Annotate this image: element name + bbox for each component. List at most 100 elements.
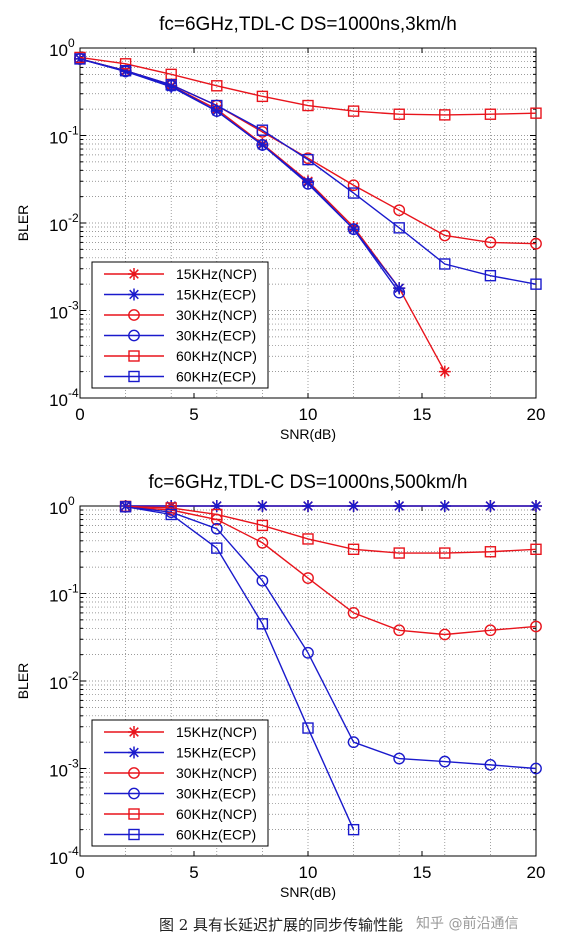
legend-label: 30KHz(NCP) — [176, 765, 257, 781]
data-point — [393, 222, 405, 234]
data-point — [128, 828, 140, 841]
data-point — [128, 726, 140, 738]
data-point — [484, 758, 497, 771]
legend-item: 15KHz(NCP) — [104, 266, 257, 282]
legend-item: 30KHz(ECP) — [104, 328, 256, 344]
data-point — [128, 746, 140, 759]
data-point — [128, 268, 140, 280]
data-point — [530, 237, 542, 250]
data-point — [393, 752, 406, 765]
x-tick-label: 10 — [299, 863, 318, 882]
grid — [80, 506, 536, 856]
legend-label: 30KHz(NCP) — [176, 307, 257, 323]
data-point — [74, 52, 86, 65]
data-point — [347, 500, 360, 512]
data-point — [119, 500, 132, 512]
data-point — [210, 500, 223, 512]
data-point — [165, 79, 177, 91]
data-point — [347, 823, 360, 836]
data-point — [128, 288, 140, 301]
data-point — [256, 519, 269, 532]
y-tick-label: 10 — [49, 391, 68, 410]
legend-label: 60KHz(ECP) — [176, 369, 256, 385]
legend-label: 30KHz(ECP) — [176, 328, 256, 344]
data-point — [347, 736, 360, 749]
ticks — [79, 47, 537, 399]
legend-item: 60KHz(ECP) — [104, 369, 256, 385]
data-point — [256, 500, 269, 512]
y-tick-label: 10 — [49, 304, 68, 323]
data-point — [484, 624, 497, 637]
y-tick-label: 10 — [49, 129, 68, 148]
data-point — [347, 187, 360, 199]
data-point — [530, 500, 542, 512]
data-point — [211, 508, 223, 521]
legend-label: 15KHz(ECP) — [176, 287, 256, 303]
data-point — [302, 533, 314, 545]
data-point — [347, 105, 360, 117]
x-tick-label: 10 — [299, 405, 318, 424]
legend-box — [91, 261, 269, 389]
data-point — [438, 755, 451, 768]
x-tick-label: 0 — [75, 405, 84, 424]
legend-box — [91, 719, 269, 847]
data-point — [165, 508, 177, 521]
data-point — [210, 522, 223, 535]
figure-caption: 图 2 具有长延迟扩展的同步传输性能 — [158, 916, 404, 934]
data-point — [302, 153, 314, 166]
data-point — [393, 204, 406, 217]
y-tick-exponent: -4 — [68, 844, 79, 858]
x-axis-label: SNR(dB) — [280, 426, 336, 442]
data-point — [302, 176, 314, 189]
y-tick-exponent: -3 — [68, 757, 79, 771]
series-60KHz(NCP) — [119, 500, 542, 559]
data-point — [484, 269, 497, 282]
data-point — [347, 607, 360, 619]
data-point — [439, 109, 451, 121]
data-point — [347, 179, 360, 192]
y-tick-label: 10 — [49, 849, 68, 868]
y-tick-label: 10 — [49, 216, 68, 235]
y-tick-exponent: 0 — [68, 494, 75, 508]
legend-item: 30KHz(NCP) — [104, 765, 257, 781]
data-point — [484, 500, 497, 512]
y-tick-exponent: -3 — [68, 299, 79, 313]
data-point — [302, 646, 314, 659]
data-point — [302, 572, 314, 584]
legend-label: 15KHz(NCP) — [176, 724, 257, 740]
y-tick-label: 10 — [49, 587, 68, 606]
data-point — [128, 350, 140, 362]
legend: 15KHz(NCP) 15KHz(ECP) 30KHz(NCP) 30KHz(ECP)… — [91, 261, 269, 389]
series-line — [125, 506, 355, 830]
data-point — [119, 65, 132, 77]
series-line — [79, 56, 537, 116]
data-point — [256, 574, 269, 587]
data-point — [211, 80, 223, 92]
series-60KHz(ECP) — [74, 53, 542, 290]
y-tick-label: 10 — [49, 674, 68, 693]
data-point — [530, 107, 542, 119]
y-tick-exponent: -1 — [68, 124, 79, 138]
data-point — [438, 628, 451, 641]
legend-label: 60KHz(NCP) — [176, 348, 257, 364]
legend-item: 15KHz(NCP) — [104, 724, 257, 740]
data-point — [530, 543, 542, 555]
data-point — [530, 762, 542, 775]
y-axis-label: BLER — [15, 205, 31, 242]
data-point — [74, 53, 86, 65]
data-point — [393, 624, 406, 637]
data-point — [256, 90, 269, 103]
data-point — [128, 329, 140, 342]
data-point — [347, 543, 360, 555]
y-tick-label: 10 — [49, 41, 68, 60]
data-point — [128, 370, 140, 383]
x-tick-label: 5 — [189, 863, 198, 882]
data-point — [484, 108, 497, 120]
data-point — [211, 99, 223, 112]
data-point — [530, 278, 542, 290]
data-point — [438, 365, 451, 378]
data-point — [211, 542, 223, 554]
y-tick-label: 10 — [49, 499, 68, 518]
